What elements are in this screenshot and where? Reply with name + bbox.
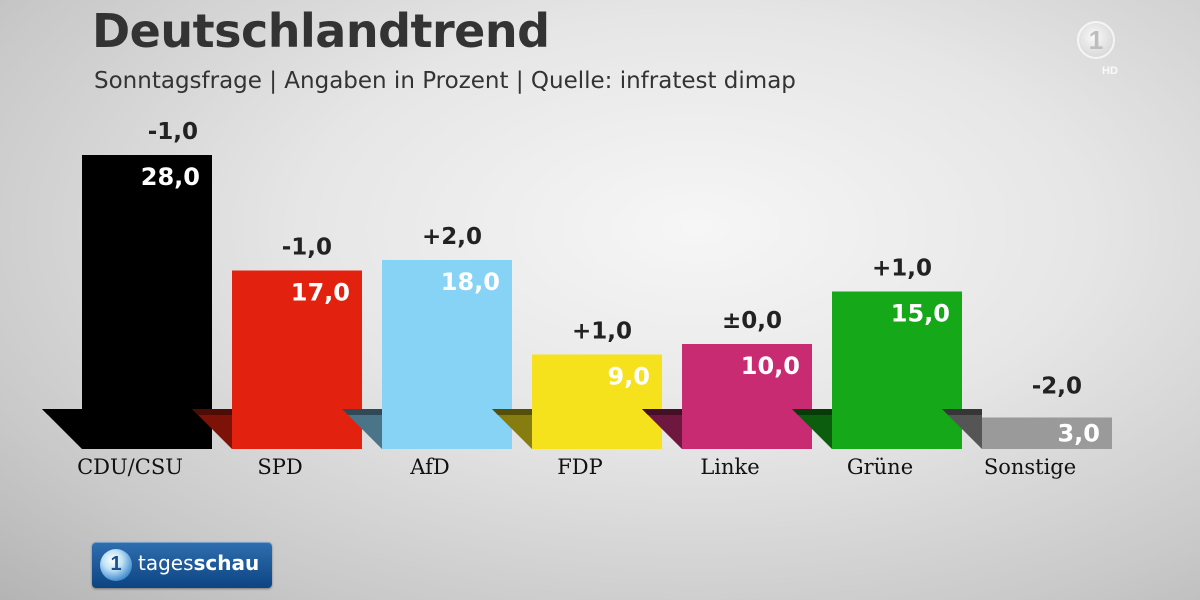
bar-top-gr-ne xyxy=(832,291,962,295)
tagesschau-wordmark-part1: tages xyxy=(138,551,194,575)
bar-floor-spd xyxy=(192,409,232,449)
change-label-cdu-csu: -1,0 xyxy=(148,119,198,145)
change-label-spd: -1,0 xyxy=(282,235,332,261)
change-label-afd: +2,0 xyxy=(422,224,482,250)
category-label-cdu-csu: CDU/CSU xyxy=(77,455,183,479)
tagesschau-globe-glyph: 1 xyxy=(110,553,122,575)
bar-sonstige xyxy=(982,417,1112,449)
bar-floor-edge-afd xyxy=(342,409,382,415)
value-label-afd: 18,0 xyxy=(441,268,500,296)
tagesschau-wordmark: tagesschau xyxy=(138,551,259,575)
bar-floor-sonstige xyxy=(942,409,982,449)
page-subtitle: Sonntagsfrage | Angaben in Prozent | Que… xyxy=(94,68,796,94)
bar-group-cdu-csu: 28,0 -1,0 CDU/CSU xyxy=(42,119,212,479)
value-label-linke: 10,0 xyxy=(741,352,800,380)
bar-floor-cdu-csu xyxy=(42,409,82,449)
bar-group-sonstige: 3,0 -2,0 Sonstige xyxy=(942,374,1112,479)
bar-floor-edge-cdu-csu xyxy=(42,409,82,415)
value-label-cdu-csu: 28,0 xyxy=(141,163,200,191)
bar-group-afd: 18,0 +2,0 AfD xyxy=(342,224,512,479)
bar-floor-edge-fdp xyxy=(492,409,532,415)
bar-top-spd xyxy=(232,270,362,274)
bar-fdp xyxy=(532,354,662,449)
value-label-gr-ne: 15,0 xyxy=(891,300,950,328)
bar-afd xyxy=(382,260,512,449)
category-label-gr-ne: Grüne xyxy=(847,455,913,479)
bar-floor-edge-spd xyxy=(192,409,232,415)
bar-cdu-csu xyxy=(82,155,212,449)
bar-floor-fdp xyxy=(492,409,532,449)
page-title: Deutschlandtrend xyxy=(92,4,550,58)
bar-gr-ne xyxy=(832,291,962,449)
bar-floor-gr-ne xyxy=(792,409,832,449)
bar-spd xyxy=(232,270,362,449)
value-label-sonstige: 3,0 xyxy=(1057,420,1100,448)
value-label-spd: 17,0 xyxy=(291,279,350,307)
category-label-afd: AfD xyxy=(409,455,449,479)
tagesschau-logo: 1 tagesschau xyxy=(92,542,272,588)
bar-floor-linke xyxy=(642,409,682,449)
change-label-linke: ±0,0 xyxy=(722,308,782,334)
ard-logo-icon: 1 HD xyxy=(1077,21,1118,77)
bar-linke xyxy=(682,344,812,449)
tagesschau-wordmark-part2: schau xyxy=(193,551,260,575)
bar-group-spd: 17,0 -1,0 SPD xyxy=(192,235,362,479)
value-label-fdp: 9,0 xyxy=(607,363,650,391)
change-label-sonstige: -2,0 xyxy=(1032,374,1082,400)
category-label-fdp: FDP xyxy=(557,455,603,479)
bar-top-afd xyxy=(382,260,512,263)
category-label-spd: SPD xyxy=(257,455,302,479)
tagesschau-globe-icon: 1 xyxy=(100,549,132,581)
category-label-sonstige: Sonstige xyxy=(984,455,1076,479)
bar-top-fdp xyxy=(532,354,662,358)
bar-floor-edge-sonstige xyxy=(942,409,982,415)
bar-group-gr-ne: 15,0 +1,0 Grüne xyxy=(792,256,962,479)
bar-top-sonstige xyxy=(982,417,1112,421)
hd-badge: HD xyxy=(1102,65,1118,77)
bar-floor-edge-gr-ne xyxy=(792,409,832,415)
bar-top-cdu-csu xyxy=(82,155,212,158)
bar-top-linke xyxy=(682,344,812,347)
bar-floor-afd xyxy=(342,409,382,449)
bar-group-linke: 10,0 ±0,0 Linke xyxy=(642,308,812,479)
category-label-linke: Linke xyxy=(700,455,759,479)
ard-logo-glyph: 1 xyxy=(1089,25,1103,55)
change-label-gr-ne: +1,0 xyxy=(872,256,932,282)
change-label-fdp: +1,0 xyxy=(572,319,632,345)
bar-floor-edge-linke xyxy=(642,409,682,415)
bar-group-fdp: 9,0 +1,0 FDP xyxy=(492,319,662,479)
